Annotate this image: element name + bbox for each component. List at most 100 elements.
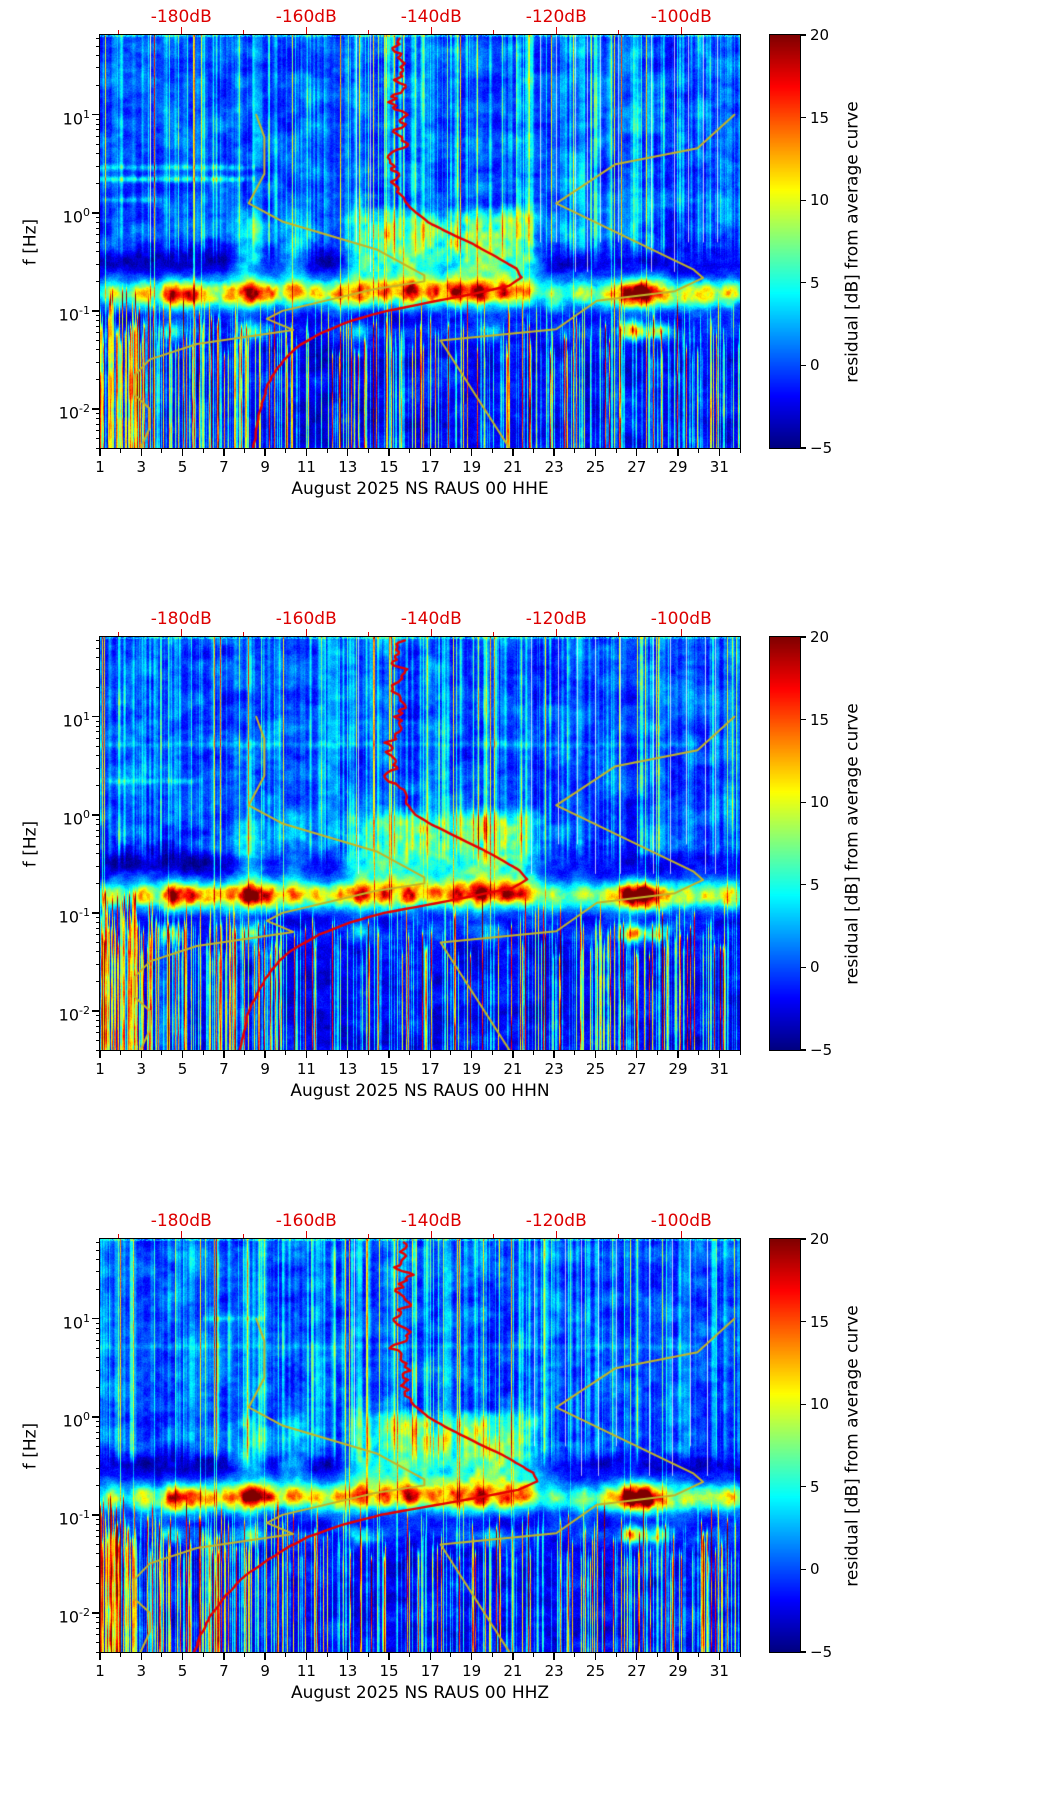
y-minor-tick bbox=[95, 1484, 99, 1486]
y-minor-tick bbox=[95, 84, 99, 86]
x-minor-tick bbox=[244, 449, 246, 453]
y-tick bbox=[92, 1318, 99, 1320]
x-tick bbox=[636, 1653, 638, 1660]
y-minor-tick bbox=[95, 686, 99, 688]
y-minor-tick bbox=[95, 1249, 99, 1251]
db-tick bbox=[680, 629, 682, 636]
colorbar-tick-label: 20 bbox=[810, 26, 830, 44]
x-tick bbox=[553, 1653, 555, 1660]
y-minor-tick bbox=[95, 921, 99, 923]
x-minor-tick bbox=[450, 1051, 452, 1055]
x-tick bbox=[677, 1653, 679, 1660]
colorbar-tick-label: −5 bbox=[810, 439, 833, 457]
db-tick bbox=[305, 27, 307, 34]
x-minor-tick bbox=[161, 449, 163, 453]
y-tick-label: 101 bbox=[62, 107, 90, 129]
y-tick-label: 10-1 bbox=[58, 1507, 90, 1529]
db-tick bbox=[180, 1231, 182, 1238]
x-tick-label: 3 bbox=[136, 458, 147, 476]
colorbar-tick bbox=[801, 282, 806, 284]
y-minor-tick bbox=[95, 314, 99, 316]
db-tick bbox=[555, 629, 557, 636]
colorbar bbox=[769, 636, 801, 1051]
db-tick bbox=[430, 629, 432, 636]
x-tick bbox=[718, 1051, 721, 1058]
db-tick-label: -160dB bbox=[275, 609, 337, 629]
db-minor-tick bbox=[243, 632, 245, 636]
x-tick-label: 31 bbox=[709, 458, 729, 476]
x-tick bbox=[718, 449, 721, 456]
x-tick-label: 21 bbox=[503, 1060, 523, 1078]
x-tick-label: 13 bbox=[338, 1060, 358, 1078]
x-minor-tick bbox=[533, 449, 535, 453]
x-tick bbox=[140, 1653, 142, 1660]
x-tick-label: 5 bbox=[177, 1060, 188, 1078]
y-tick bbox=[92, 310, 99, 312]
colorbar-label: residual [dB] from average curve bbox=[842, 703, 863, 985]
db-minor-tick bbox=[243, 1234, 245, 1238]
x-minor-tick bbox=[698, 1653, 700, 1657]
db-minor-tick bbox=[118, 1234, 120, 1238]
y-minor-tick bbox=[95, 1455, 99, 1457]
y-minor-tick bbox=[95, 927, 99, 929]
y-minor-tick bbox=[95, 784, 99, 786]
colorbar-canvas bbox=[770, 1239, 800, 1652]
y-minor-tick bbox=[95, 332, 99, 334]
x-tick bbox=[305, 1653, 308, 1660]
x-minor-tick bbox=[574, 1653, 576, 1657]
x-axis-label: August 2025 NS RAUS 00 HHZ bbox=[290, 1683, 550, 1703]
y-minor-tick bbox=[95, 1039, 99, 1041]
x-tick bbox=[305, 1051, 308, 1058]
y-minor-tick bbox=[95, 720, 99, 722]
spectrogram-plot bbox=[99, 34, 741, 449]
y-minor-tick bbox=[95, 755, 99, 757]
x-minor-tick bbox=[656, 1051, 658, 1055]
y-minor-tick bbox=[95, 1014, 99, 1016]
x-tick bbox=[140, 1051, 142, 1058]
y-minor-tick bbox=[95, 1420, 99, 1422]
y-minor-tick bbox=[95, 227, 99, 229]
x-tick bbox=[553, 1051, 555, 1058]
y-axis-label: f [Hz] bbox=[20, 820, 41, 868]
y-minor-tick bbox=[95, 251, 99, 253]
x-tick bbox=[223, 449, 225, 456]
x-tick-label: 23 bbox=[544, 1662, 564, 1680]
colorbar-tick bbox=[801, 801, 806, 803]
y-minor-tick bbox=[95, 447, 99, 449]
db-minor-tick bbox=[243, 30, 245, 34]
x-tick-label: 1 bbox=[95, 458, 105, 476]
colorbar-tick bbox=[801, 1320, 806, 1323]
y-minor-tick bbox=[95, 1357, 99, 1359]
spectrogram-panel-hhe: f [Hz] August 2025 NS RAUS 00 HHE residu… bbox=[0, 0, 1052, 602]
colorbar-tick-label: 10 bbox=[810, 1395, 830, 1414]
db-tick bbox=[680, 27, 682, 34]
colorbar-tick-label: 20 bbox=[810, 628, 830, 646]
db-minor-tick bbox=[493, 632, 495, 636]
x-tick-label: 17 bbox=[420, 458, 440, 476]
x-tick-label: 15 bbox=[379, 1662, 399, 1680]
y-tick-label: 10-1 bbox=[58, 905, 90, 927]
y-minor-tick bbox=[95, 1025, 99, 1027]
x-tick bbox=[181, 1653, 184, 1660]
y-minor-tick bbox=[95, 1386, 99, 1388]
db-tick-label: -140dB bbox=[400, 1211, 462, 1231]
x-minor-tick bbox=[450, 449, 452, 453]
x-tick-label: 27 bbox=[627, 1060, 647, 1078]
x-minor-tick bbox=[574, 449, 576, 453]
x-minor-tick bbox=[656, 1653, 658, 1657]
x-tick bbox=[181, 1051, 184, 1058]
y-minor-tick bbox=[95, 1621, 99, 1623]
x-minor-tick bbox=[285, 1051, 287, 1055]
y-minor-tick bbox=[95, 951, 99, 953]
db-tick-label: -120dB bbox=[525, 1211, 587, 1231]
y-minor-tick bbox=[95, 118, 99, 120]
y-minor-tick bbox=[95, 1641, 99, 1643]
y-minor-tick bbox=[95, 1438, 99, 1440]
colorbar-tick-label: 0 bbox=[810, 958, 820, 977]
y-minor-tick bbox=[95, 349, 99, 351]
db-tick-label: -160dB bbox=[275, 7, 337, 27]
colorbar-tick bbox=[801, 116, 806, 119]
x-minor-tick bbox=[656, 449, 658, 453]
colorbar-tick bbox=[801, 447, 806, 449]
